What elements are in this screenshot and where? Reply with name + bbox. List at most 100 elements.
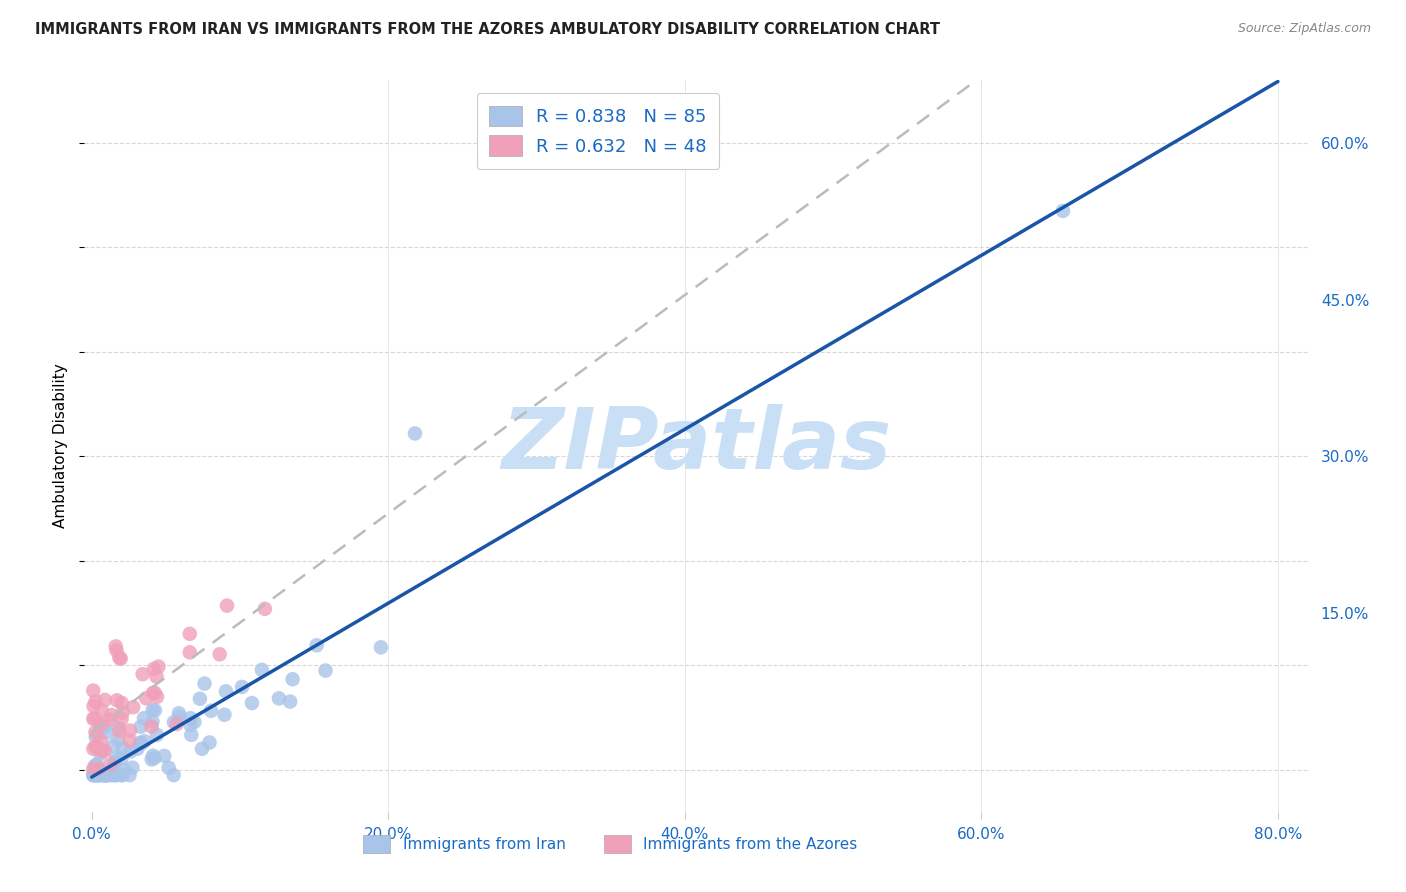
Point	[215, 599, 238, 613]
Point	[93, 744, 115, 758]
Point	[142, 686, 165, 700]
Point	[100, 757, 122, 772]
Point	[141, 719, 163, 733]
Point	[157, 761, 180, 775]
Point	[143, 751, 166, 765]
Text: IMMIGRANTS FROM IRAN VS IMMIGRANTS FROM THE AZORES AMBULATORY DISABILITY CORRELA: IMMIGRANTS FROM IRAN VS IMMIGRANTS FROM …	[35, 22, 941, 37]
Y-axis label: Ambulatory Disability: Ambulatory Disability	[53, 364, 69, 528]
Point	[89, 768, 111, 782]
Point	[101, 762, 124, 776]
Point	[82, 683, 104, 698]
Point	[98, 713, 121, 727]
Text: ZIPatlas: ZIPatlas	[501, 404, 891, 488]
Point	[84, 768, 107, 782]
Point	[129, 720, 152, 734]
Point	[107, 732, 129, 747]
Point	[86, 768, 108, 782]
Point	[91, 744, 114, 758]
Point	[110, 651, 132, 665]
Point	[198, 735, 221, 749]
Point	[83, 699, 105, 714]
Point	[179, 711, 201, 725]
Point	[179, 645, 201, 659]
Point	[105, 751, 128, 765]
Point	[142, 714, 165, 729]
Point	[91, 768, 114, 782]
Point	[108, 724, 131, 739]
Point	[112, 741, 135, 756]
Point	[82, 768, 104, 782]
Point	[134, 734, 156, 748]
Point	[214, 707, 236, 722]
Point	[82, 768, 104, 782]
Point	[370, 640, 392, 655]
Point	[90, 704, 112, 718]
Point	[83, 712, 105, 726]
Point	[143, 703, 166, 717]
Point	[146, 728, 169, 742]
Point	[84, 730, 107, 744]
Point	[180, 728, 202, 742]
Point	[89, 747, 111, 761]
Point	[86, 740, 108, 755]
Point	[153, 748, 176, 763]
Point	[84, 768, 107, 782]
Point	[166, 717, 188, 731]
Point	[118, 768, 141, 782]
Point	[179, 627, 201, 641]
Point	[120, 745, 142, 759]
Point	[127, 741, 149, 756]
Point	[267, 691, 290, 706]
Point	[104, 640, 127, 654]
Point	[1052, 203, 1074, 218]
Point	[179, 717, 201, 731]
Point	[97, 768, 120, 782]
Point	[90, 764, 112, 779]
Point	[110, 712, 132, 726]
Point	[100, 768, 122, 782]
Point	[84, 694, 107, 708]
Point	[250, 663, 273, 677]
Point	[105, 693, 128, 707]
Point	[94, 693, 117, 707]
Point	[84, 725, 107, 739]
Legend: Immigrants from Iran, Immigrants from the Azores: Immigrants from Iran, Immigrants from th…	[357, 829, 863, 859]
Point	[191, 741, 214, 756]
Point	[121, 761, 143, 775]
Point	[111, 768, 134, 782]
Point	[87, 768, 110, 782]
Point	[103, 739, 125, 753]
Point	[122, 700, 145, 714]
Point	[183, 714, 205, 729]
Point	[315, 664, 337, 678]
Point	[163, 768, 186, 782]
Point	[108, 650, 131, 665]
Point	[84, 739, 107, 754]
Point	[84, 766, 107, 780]
Point	[87, 768, 110, 782]
Point	[167, 706, 190, 721]
Point	[96, 725, 118, 739]
Point	[200, 704, 222, 718]
Point	[129, 736, 152, 750]
Point	[94, 768, 117, 782]
Point	[107, 721, 129, 735]
Point	[141, 752, 163, 766]
Point	[90, 718, 112, 732]
Point	[104, 756, 127, 770]
Point	[188, 691, 211, 706]
Point	[94, 768, 117, 782]
Point	[83, 768, 105, 782]
Point	[90, 743, 112, 757]
Point	[135, 691, 157, 706]
Point	[231, 680, 253, 694]
Point	[86, 757, 108, 772]
Point	[83, 759, 105, 773]
Point	[145, 670, 167, 684]
Point	[110, 768, 132, 782]
Point	[111, 706, 134, 720]
Point	[96, 768, 118, 782]
Point	[105, 643, 128, 657]
Point	[131, 667, 153, 681]
Point	[132, 711, 155, 725]
